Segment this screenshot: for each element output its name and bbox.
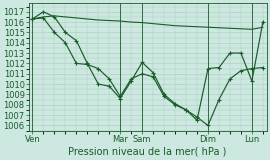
X-axis label: Pression niveau de la mer( hPa ): Pression niveau de la mer( hPa ) [69, 147, 227, 156]
